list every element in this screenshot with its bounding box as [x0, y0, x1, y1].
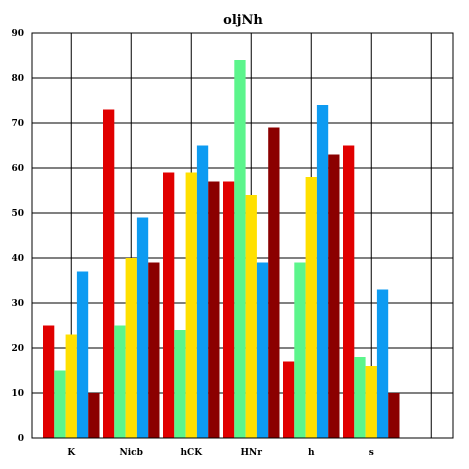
bar-K-series-4: [76, 271, 89, 438]
y-tick-label: 90: [11, 29, 24, 39]
bar-HNr-series-4: [256, 262, 269, 438]
bar-s-series-2: [354, 357, 366, 438]
bar-Nicb-series-4: [136, 217, 149, 438]
bar-hCK-series-1: [163, 172, 175, 438]
y-tick-label: 80: [11, 74, 24, 84]
y-tick-label: 30: [11, 299, 24, 309]
y-tick-label: 60: [11, 164, 24, 174]
y-tick-label: 20: [11, 344, 24, 354]
bar-K-series-5: [88, 393, 100, 438]
bar-K-series-2: [54, 370, 66, 438]
bar-h-series-5: [328, 154, 340, 438]
x-tick-label: s: [369, 448, 374, 458]
bar-h-series-4: [316, 105, 329, 438]
x-tick-label: K: [67, 448, 76, 458]
bar-Nicb-series-3: [125, 258, 137, 438]
x-tick-label: h: [308, 448, 315, 458]
bar-h-series-1: [283, 361, 295, 438]
bar-s-series-4: [376, 289, 389, 438]
y-tick-label: 40: [11, 254, 24, 264]
bar-HNr-series-2: [234, 60, 246, 438]
y-axis-ticks: 0 10 20 30 40 50 60 70 80 90: [11, 29, 24, 444]
x-axis-ticks: K Nicb hCK HNr h s: [67, 448, 373, 458]
x-tick-label: HNr: [241, 448, 263, 458]
bar-hCK-series-4: [196, 145, 209, 438]
bar-K-series-3: [65, 334, 77, 438]
chart-title: oljNh: [223, 13, 263, 28]
bar-s-series-3: [365, 366, 377, 438]
plot-frame: [31, 32, 454, 439]
bar-HNr-series-1: [223, 181, 235, 438]
bar-h-series-3: [305, 177, 317, 438]
bar-hCK-series-3: [185, 172, 197, 438]
bar-Nicb-series-1: [103, 109, 115, 438]
bar-hCK-series-5: [208, 181, 220, 438]
y-tick-label: 0: [18, 434, 24, 444]
bar-HNr-series-5: [268, 127, 280, 438]
bar-hCK-series-2: [174, 330, 186, 438]
bar-K-series-1: [43, 325, 55, 438]
bar-HNr-series-3: [245, 195, 257, 438]
y-tick-label: 10: [11, 389, 24, 399]
x-tick-label: Nicb: [120, 448, 143, 458]
bar-h-series-2: [294, 262, 306, 438]
bar-Nicb-series-2: [114, 325, 126, 438]
bar-s-series-5: [388, 393, 400, 438]
y-tick-label: 50: [11, 209, 24, 219]
bars: [43, 60, 400, 438]
bar-Nicb-series-5: [148, 262, 160, 438]
x-tick-label: hCK: [180, 448, 203, 458]
y-tick-label: 70: [11, 119, 24, 129]
bar-s-series-1: [343, 145, 355, 438]
